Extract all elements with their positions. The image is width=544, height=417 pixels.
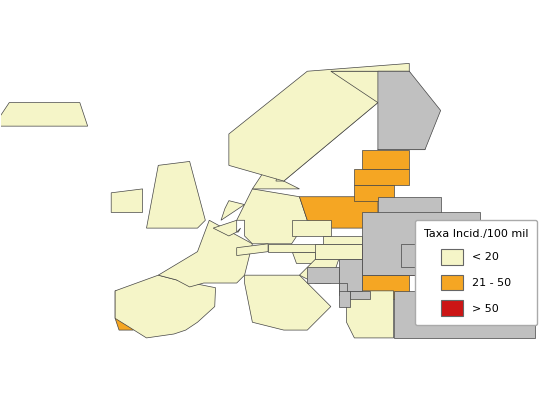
Polygon shape (146, 161, 205, 228)
Polygon shape (378, 71, 425, 150)
Polygon shape (276, 71, 409, 181)
Polygon shape (339, 259, 362, 291)
Polygon shape (299, 259, 339, 283)
Polygon shape (393, 291, 535, 338)
Polygon shape (378, 197, 441, 220)
Polygon shape (362, 150, 409, 169)
Polygon shape (0, 103, 88, 126)
Legend: < 20, 21 - 50, > 50: < 20, 21 - 50, > 50 (415, 220, 537, 325)
Polygon shape (354, 169, 409, 185)
Polygon shape (252, 166, 299, 189)
Polygon shape (354, 185, 393, 201)
Polygon shape (339, 283, 347, 295)
Polygon shape (315, 244, 362, 259)
Polygon shape (378, 71, 441, 150)
Polygon shape (292, 251, 315, 264)
Polygon shape (237, 228, 240, 232)
Polygon shape (237, 189, 307, 244)
Polygon shape (362, 275, 409, 299)
Polygon shape (158, 220, 252, 287)
Polygon shape (229, 63, 409, 181)
Polygon shape (268, 244, 323, 251)
Polygon shape (299, 197, 378, 228)
Polygon shape (237, 244, 268, 256)
Polygon shape (292, 220, 331, 236)
Polygon shape (221, 201, 245, 220)
Polygon shape (347, 291, 393, 338)
Polygon shape (323, 236, 362, 244)
Polygon shape (401, 244, 425, 267)
Polygon shape (245, 275, 331, 330)
Polygon shape (111, 189, 143, 212)
Polygon shape (362, 244, 425, 275)
Polygon shape (115, 275, 215, 338)
Polygon shape (362, 212, 480, 275)
Polygon shape (339, 291, 350, 306)
Polygon shape (350, 291, 370, 299)
Polygon shape (115, 291, 135, 330)
Polygon shape (307, 267, 339, 283)
Polygon shape (213, 220, 237, 236)
